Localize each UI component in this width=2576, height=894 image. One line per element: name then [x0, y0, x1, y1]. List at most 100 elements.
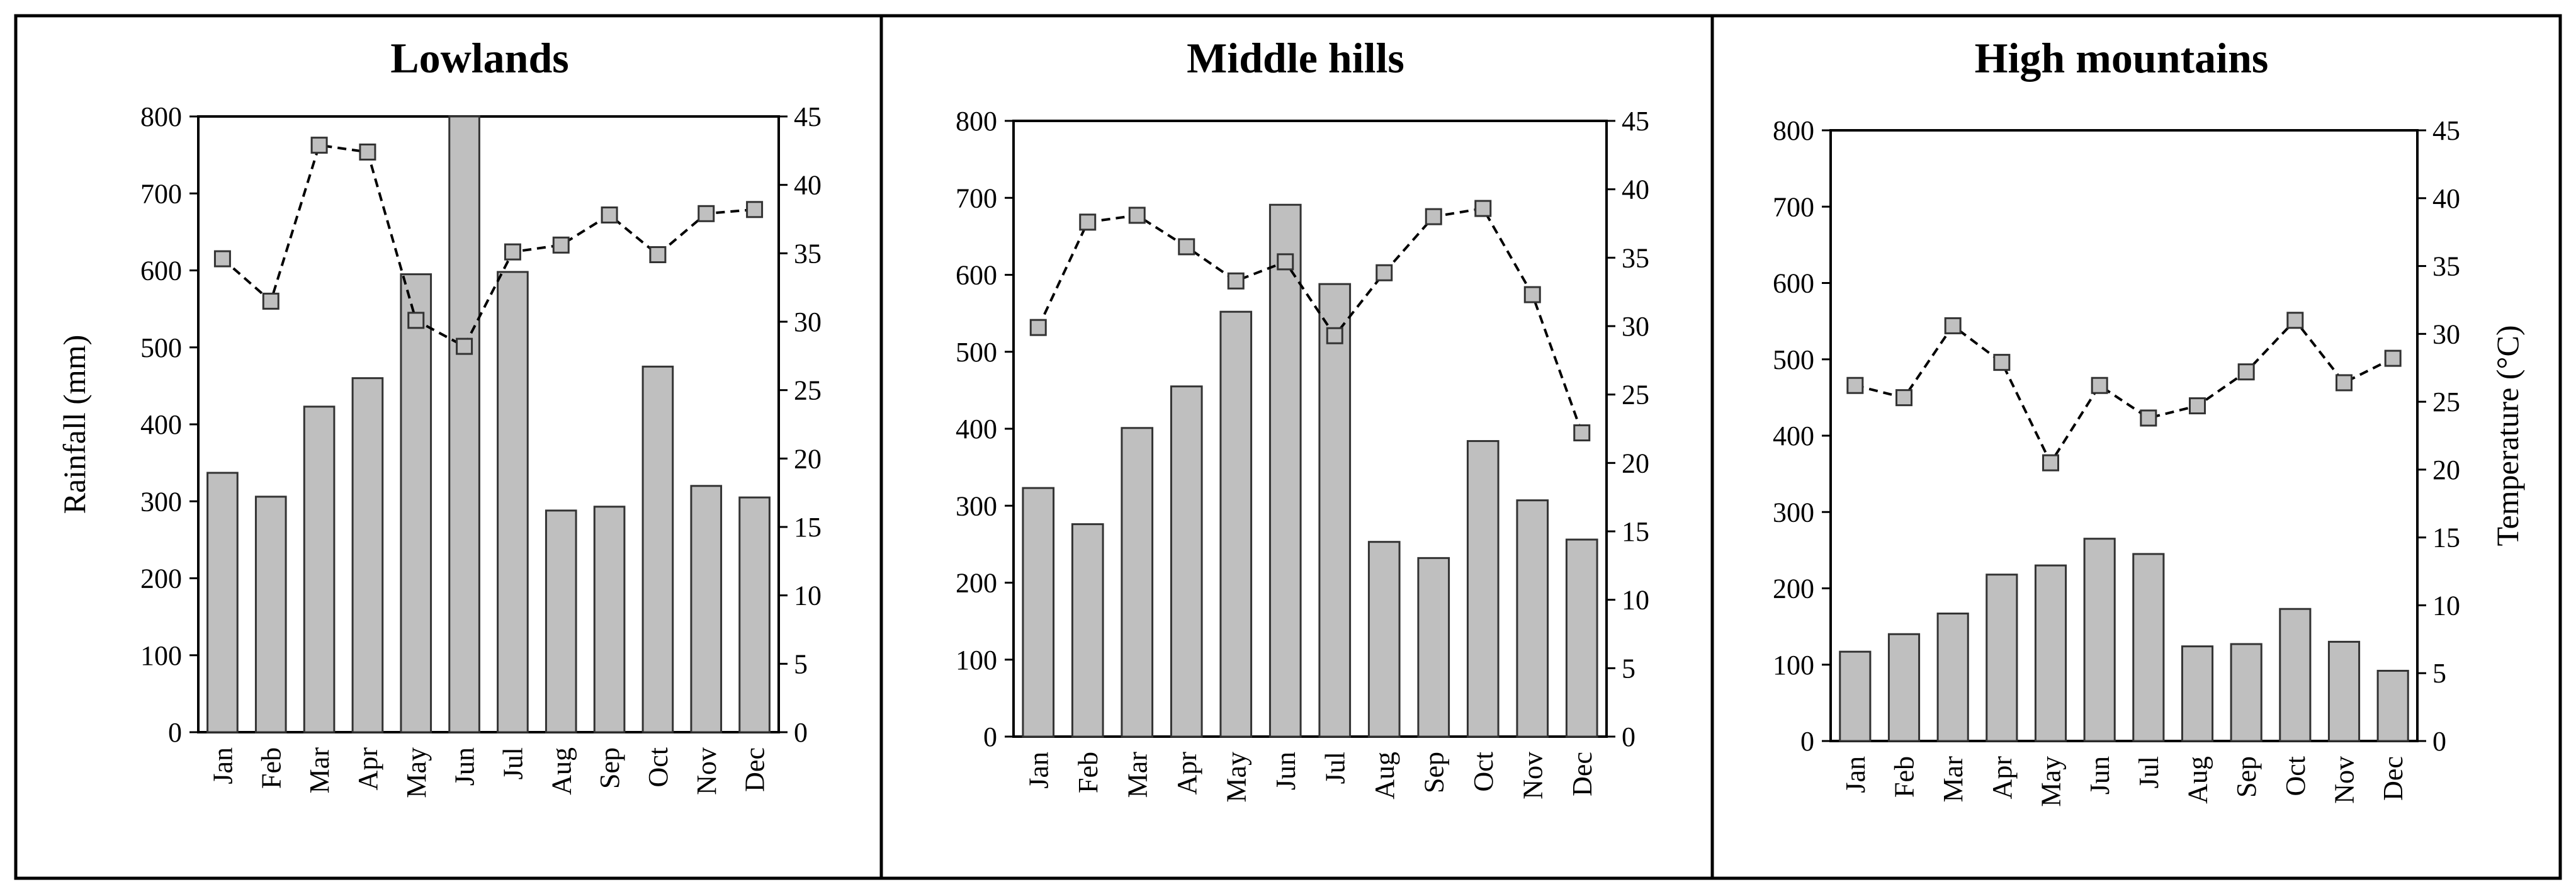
temperature-marker: [1846, 376, 1864, 394]
month-label: May: [2036, 756, 2067, 807]
left-tick-label: 600: [140, 256, 182, 286]
panel-title: Middle hills: [1187, 34, 1404, 82]
left-tick-label: 0: [168, 717, 182, 748]
right-tick-label: 25: [1622, 380, 1649, 410]
rainfall-bar: [2034, 564, 2067, 742]
temperature-line: [1855, 318, 2394, 466]
month-label: Jun: [449, 747, 480, 786]
month-label: Oct: [2280, 756, 2311, 796]
left-tick-label: 0: [1800, 726, 1814, 757]
right-tick-label: 15: [2432, 523, 2460, 553]
rainfall-bar: [641, 365, 674, 733]
month-label: Nov: [1517, 752, 1548, 800]
right-tick-label: 5: [794, 648, 808, 679]
temperature-marker: [504, 243, 521, 261]
right-tick-label: 25: [794, 375, 822, 406]
temperature-marker: [1029, 319, 1047, 336]
left-tick-label: 400: [140, 409, 182, 440]
temperature-marker: [1573, 424, 1591, 442]
month-label: Dec: [1567, 752, 1598, 796]
rainfall-bar: [206, 472, 239, 733]
month-label: Feb: [1889, 756, 1920, 798]
month-label: Jul: [2133, 756, 2164, 788]
rainfall-bar: [448, 115, 480, 733]
rainfall-bar: [1071, 523, 1104, 738]
month-label: Feb: [256, 747, 286, 789]
month-label: Oct: [1468, 752, 1499, 792]
left-tick-label: 500: [956, 337, 997, 368]
rainfall-bar: [1022, 487, 1055, 738]
right-tick-label: 5: [1622, 653, 1635, 684]
y2-axis-title: Temperature (°C): [2490, 325, 2525, 546]
rainfall-bar: [351, 377, 384, 733]
rainfall-bar: [1170, 385, 1203, 738]
panel-2: High mountains 0 100 200 300 400 500 600 700 800 0…: [1773, 34, 2525, 807]
rainfall-bar: [497, 271, 529, 733]
temperature-marker: [698, 205, 715, 222]
left-tick-label: 300: [1773, 497, 1814, 528]
rainfall-bar: [2327, 640, 2361, 742]
month-label: Nov: [2329, 756, 2360, 804]
left-tick-label: 700: [140, 178, 182, 209]
right-tick-label: 35: [1622, 242, 1649, 273]
temperature-marker: [1425, 208, 1442, 225]
temperature-marker: [649, 246, 667, 264]
month-label: Sep: [1418, 752, 1449, 793]
temperature-marker: [1227, 272, 1245, 290]
right-tick-label: 40: [1622, 174, 1649, 205]
month-label: Aug: [546, 747, 577, 795]
temperature-marker: [601, 206, 618, 224]
right-tick-label: 30: [1622, 311, 1649, 342]
month-label: Sep: [594, 747, 625, 789]
month-label: Apr: [353, 747, 383, 791]
panel-title: High mountains: [1975, 34, 2269, 82]
rainfall-bar: [2083, 538, 2116, 742]
left-tick-label: 400: [956, 414, 997, 444]
month-label: Jun: [1270, 752, 1301, 790]
temperature-marker: [1128, 207, 1146, 224]
rainfall-bar: [2132, 553, 2165, 742]
right-tick-label: 15: [1622, 516, 1649, 547]
temperature-marker: [2384, 349, 2402, 367]
right-tick-label: 30: [794, 307, 822, 337]
month-label: Jan: [1840, 756, 1871, 793]
right-tick-label: 5: [2432, 658, 2446, 689]
right-tick-label: 45: [1622, 106, 1649, 137]
temperature-marker: [1523, 286, 1541, 303]
left-tick-label: 500: [140, 332, 182, 363]
temperature-marker: [213, 250, 231, 268]
month-label: Aug: [1369, 752, 1400, 800]
temperature-marker: [1993, 354, 2011, 371]
temperature-marker: [310, 137, 328, 154]
right-tick-label: 0: [2432, 726, 2446, 757]
temperature-line: [222, 144, 755, 348]
temperature-marker: [552, 236, 570, 254]
month-label: Oct: [643, 747, 674, 788]
left-tick-label: 600: [956, 260, 997, 291]
month-label: Dec: [2378, 756, 2409, 801]
month-label: Apr: [1987, 756, 2018, 800]
month-label: Jul: [497, 747, 528, 779]
left-tick-label: 0: [983, 721, 997, 752]
month-label: Dec: [740, 747, 771, 792]
month-label: Sep: [2231, 756, 2262, 798]
month-label: Jan: [1023, 752, 1054, 789]
left-tick-label: 300: [140, 486, 182, 517]
temperature-marker: [262, 292, 280, 310]
left-tick-label: 800: [1773, 115, 1814, 146]
right-tick-label: 30: [2432, 319, 2460, 349]
right-tick-label: 40: [794, 170, 822, 201]
rainfall-bar: [1318, 283, 1352, 738]
right-tick-label: 20: [1622, 448, 1649, 478]
right-tick-label: 10: [1622, 585, 1649, 616]
month-label: Nov: [691, 747, 722, 795]
month-label: Jan: [207, 747, 238, 784]
left-tick-label: 400: [1773, 421, 1814, 451]
rainfall-bar: [2230, 643, 2262, 742]
temperature-marker: [2091, 376, 2108, 394]
rainfall-bar: [1986, 574, 2018, 742]
rainfall-bar: [1219, 310, 1253, 738]
panel-1: Middle hills 0 100 200 300 400 500 600 700 800 0 5 1…: [956, 34, 1649, 803]
rainfall-bar: [1887, 633, 1921, 742]
left-tick-label: 500: [1773, 344, 1814, 375]
